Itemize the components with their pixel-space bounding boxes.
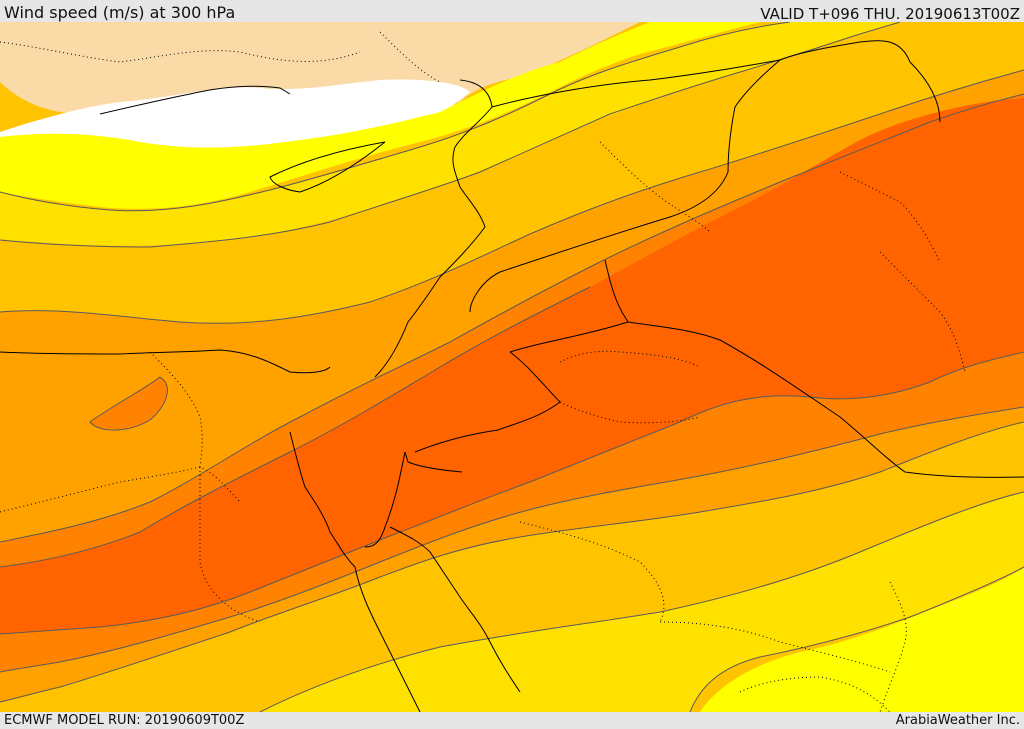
- wind-contours: [0, 22, 1024, 712]
- credit-label: ArabiaWeather Inc.: [895, 713, 1020, 728]
- province-boundaries: [0, 31, 966, 712]
- wind-speed-map: [0, 22, 1024, 712]
- map-title: Wind speed (m/s) at 300 hPa: [4, 3, 236, 22]
- map-footer: ECMWF MODEL RUN: 20190609T00Z ArabiaWeat…: [0, 712, 1024, 729]
- model-run-label: ECMWF MODEL RUN: 20190609T00Z: [4, 713, 245, 728]
- wind-band-1-south: [700, 567, 1024, 712]
- country-borders: [0, 40, 1024, 712]
- wind-band-1-north: [0, 22, 760, 209]
- wind-band-6: [0, 98, 1024, 634]
- map-header: Wind speed (m/s) at 300 hPa VALID T+096 …: [0, 0, 1024, 23]
- wind-band-5-west-patch: [90, 377, 168, 431]
- wind-band-2-south: [260, 492, 1024, 712]
- valid-time-label: VALID T+096 THU. 20190613T00Z: [760, 5, 1020, 23]
- wind-band-2-north: [0, 22, 900, 246]
- land-area-north: [0, 22, 640, 117]
